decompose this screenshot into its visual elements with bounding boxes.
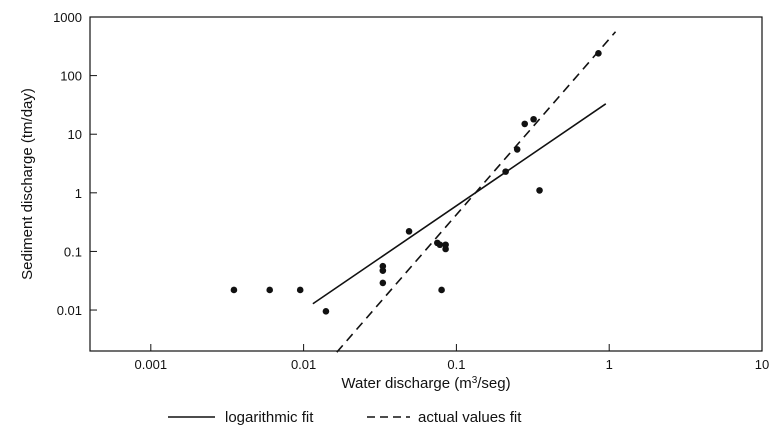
fit-lines xyxy=(312,31,617,353)
data-point xyxy=(296,286,304,294)
data-point xyxy=(230,286,238,294)
y-tick-label: 10 xyxy=(68,127,82,142)
data-point xyxy=(322,308,330,315)
legend: logarithmic fit actual values fit xyxy=(168,409,522,426)
y-tick-label: 100 xyxy=(60,69,82,84)
y-tick-label: 0.01 xyxy=(57,303,82,318)
x-tick-label: 10 xyxy=(755,357,769,372)
data-point xyxy=(536,187,543,194)
data-point xyxy=(436,241,444,249)
actual-values-fit-line xyxy=(336,31,617,353)
data-point xyxy=(513,146,521,153)
data-point xyxy=(379,267,387,274)
data-point xyxy=(442,245,449,253)
data-point xyxy=(266,286,274,294)
y-axis-label: Sediment discharge (tm/day) xyxy=(19,88,36,280)
data-point xyxy=(438,286,445,294)
x-tick-label: 0.1 xyxy=(447,357,465,372)
x-axis-label: Water discharge (m3/seg) xyxy=(341,375,510,393)
x-tick-label: 0.001 xyxy=(135,357,168,372)
data-point xyxy=(595,50,602,57)
legend-label-logarithmic-fit: logarithmic fit xyxy=(225,409,314,426)
plot-frame xyxy=(89,16,763,352)
data-point xyxy=(530,115,537,123)
x-tick-label: 1 xyxy=(606,357,613,372)
x-tick-label: 0.01 xyxy=(291,357,316,372)
data-point xyxy=(521,120,529,128)
data-point xyxy=(379,279,387,287)
legend-label-actual-values-fit: actual values fit xyxy=(418,409,522,426)
data-point xyxy=(405,228,413,235)
y-tick-label: 0.1 xyxy=(64,244,82,259)
data-points xyxy=(230,50,602,315)
logarithmic-fit-line xyxy=(312,103,607,305)
y-tick-label: 1 xyxy=(75,186,82,201)
y-tick-label: 1000 xyxy=(53,10,82,25)
axis-ticks: 0.001 0.01 0.1 1 10 0.01 0.1 1 10 100 1000 xyxy=(53,10,769,372)
data-point xyxy=(502,168,509,175)
